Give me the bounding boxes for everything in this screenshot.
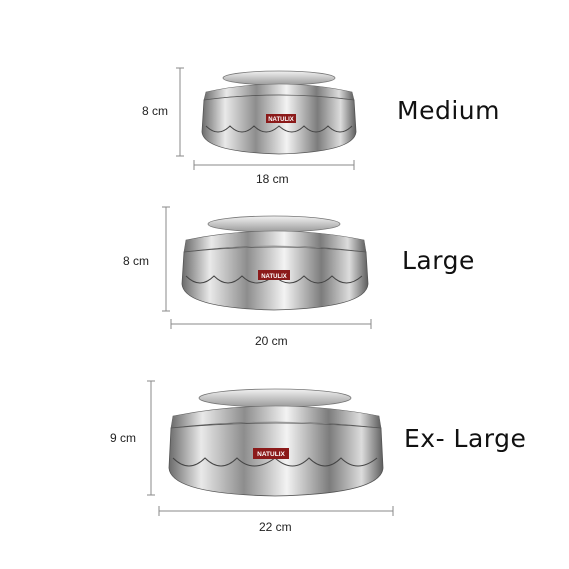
container-large: NATULIX	[181, 215, 369, 311]
size-label-large: Large	[402, 246, 475, 275]
width-line-ex-large	[158, 506, 394, 516]
container-medium: NATULIX	[201, 70, 357, 155]
height-line-medium	[176, 67, 184, 157]
height-line-ex-large	[147, 380, 155, 496]
brand-logo-medium: NATULIX	[268, 117, 294, 123]
height-line-large	[162, 206, 170, 312]
size-label-ex-large: Ex- Large	[404, 424, 527, 453]
brand-logo-ex-large: NATULIX	[257, 451, 285, 458]
width-line-medium	[193, 160, 355, 170]
brand-logo-large: NATULIX	[261, 274, 287, 280]
height-label-medium: 8 cm	[142, 104, 169, 118]
width-label-medium: 18 cm	[256, 172, 289, 186]
width-line-large	[170, 319, 372, 329]
size-label-medium: Medium	[397, 96, 500, 125]
height-label-large: 8 cm	[123, 254, 150, 268]
width-label-ex-large: 22 cm	[259, 520, 292, 534]
height-label-ex-large: 9 cm	[110, 431, 137, 445]
width-label-large: 20 cm	[255, 334, 288, 348]
container-ex-large: NATULIX	[168, 388, 384, 497]
